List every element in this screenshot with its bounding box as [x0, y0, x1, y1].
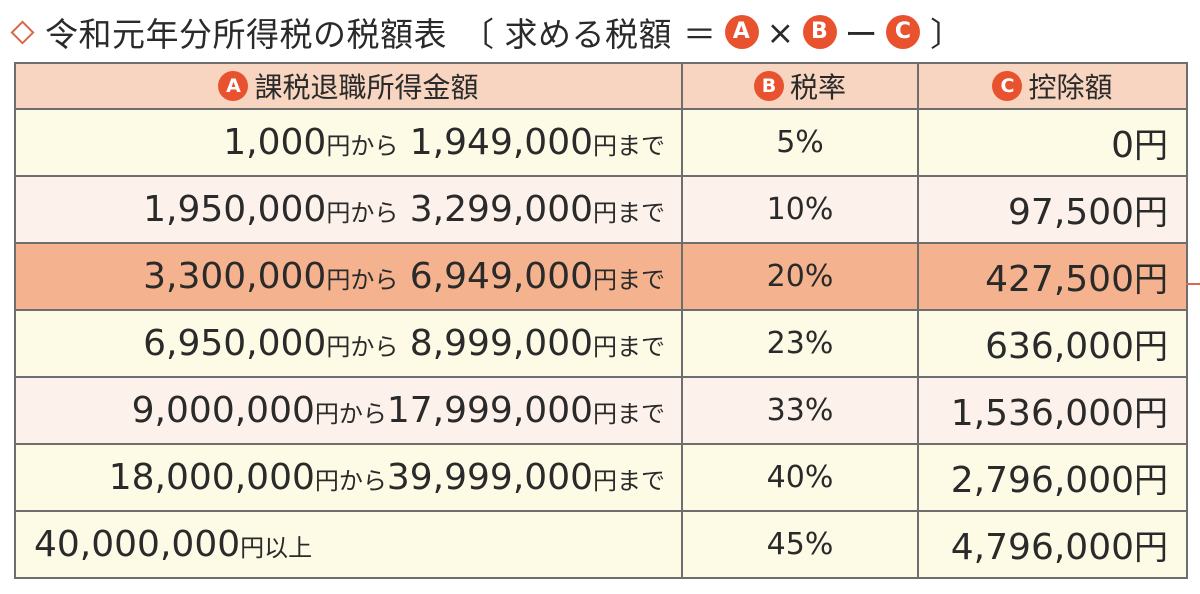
range-from: 18,000,000 — [108, 457, 315, 498]
minus-sign: ー — [844, 15, 879, 54]
deduction-cell: 2,796,000円 — [917, 443, 1188, 512]
range-from-unit: 円以上 — [240, 534, 313, 562]
income-range-cell: 1,950,000円から 3,299,000円まで — [14, 175, 683, 244]
range-to-unit: 円まで — [593, 132, 665, 160]
deduction-unit: 円 — [1134, 126, 1168, 166]
diamond-icon — [10, 19, 35, 45]
badge-c-icon: C — [992, 71, 1023, 102]
rate-cell: 33% — [681, 376, 919, 445]
badge-c-icon: C — [886, 15, 921, 49]
income-range-cell: 18,000,000円から39,999,000円まで — [14, 443, 683, 512]
range-from: 6,950,000 — [143, 323, 327, 364]
highlight-marker — [1186, 283, 1200, 285]
range-to: 1,949,000 — [409, 122, 593, 163]
deduction-cell: 1,536,000円 — [917, 376, 1188, 445]
deduction-value: 2,796,000 — [950, 460, 1134, 501]
range-from-unit: 円から — [326, 132, 399, 160]
table-row: 1,000円から 1,949,000円まで 5% 0円 — [14, 108, 1188, 177]
range-to: 17,999,000 — [386, 390, 593, 431]
bracket-open: 〔 — [461, 15, 495, 54]
deduction-cell: 4,796,000円 — [917, 510, 1188, 579]
range-to: 39,999,000 — [386, 457, 593, 498]
range-to-unit: 円まで — [593, 199, 665, 227]
deduction-value: 0 — [1111, 125, 1134, 166]
header-label: 課税退職所得金額 — [254, 71, 479, 105]
title-bar: 令和元年分所得税の税額表 〔 求める税額 ＝ A × B ー C 〕 — [8, 4, 974, 60]
range-from: 3,300,000 — [143, 256, 327, 297]
deduction-value: 97,500 — [1008, 192, 1134, 233]
tax-table: A 課税退職所得金額 B 税率 C 控除額 1,000円から 1,949,000… — [14, 62, 1188, 579]
deduction-unit: 円 — [1134, 394, 1168, 434]
deduction-value: 1,536,000 — [950, 393, 1134, 434]
deduction-cell: 97,500円 — [917, 175, 1188, 244]
range-from-unit: 円から — [314, 467, 387, 495]
table-row: 1,950,000円から 3,299,000円まで 10% 97,500円 — [14, 175, 1188, 244]
range-from-unit: 円から — [314, 400, 387, 428]
range-from: 9,000,000 — [131, 390, 315, 431]
income-range-cell: 9,000,000円から17,999,000円まで — [14, 376, 683, 445]
badge-a-icon: A — [724, 15, 759, 49]
rate-cell: 10% — [681, 175, 919, 244]
deduction-value: 636,000 — [985, 326, 1134, 367]
deduction-unit: 円 — [1134, 327, 1168, 367]
range-from-unit: 円から — [326, 199, 399, 227]
times-sign: × — [766, 12, 795, 52]
deduction-value: 427,500 — [985, 259, 1134, 300]
deduction-unit: 円 — [1134, 528, 1168, 568]
badge-b-icon: B — [753, 71, 784, 102]
income-range-cell: 6,950,000円から 8,999,000円まで — [14, 309, 683, 378]
range-to: 6,949,000 — [409, 256, 593, 297]
table-row: 18,000,000円から39,999,000円まで 40% 2,796,000… — [14, 443, 1188, 512]
range-from: 40,000,000 — [34, 524, 241, 565]
deduction-cell: 427,500円 — [917, 242, 1188, 311]
bracket-close: 〕 — [930, 15, 964, 54]
income-range-cell: 1,000円から 1,949,000円まで — [14, 108, 683, 177]
range-from: 1,000 — [223, 122, 327, 163]
table-header-row: A 課税退職所得金額 B 税率 C 控除額 — [14, 62, 1188, 110]
range-to: 3,299,000 — [409, 189, 593, 230]
range-from-unit: 円から — [326, 333, 399, 361]
deduction-unit: 円 — [1134, 461, 1168, 501]
header-deduction: C 控除額 — [917, 62, 1188, 110]
table-row-last: 40,000,000円以上 45% 4,796,000円 — [14, 510, 1188, 579]
range-to-unit: 円まで — [593, 400, 665, 428]
range-to-unit: 円まで — [593, 333, 665, 361]
deduction-unit: 円 — [1134, 193, 1168, 233]
header-label: 税率 — [789, 71, 846, 105]
range-from-unit: 円から — [326, 266, 399, 294]
deduction-value: 4,796,000 — [950, 527, 1134, 568]
range-to-unit: 円まで — [593, 467, 665, 495]
page-title: 令和元年分所得税の税額表 — [45, 15, 447, 54]
rate-cell: 40% — [681, 443, 919, 512]
rate-cell: 45% — [681, 510, 919, 579]
table-row: 9,000,000円から17,999,000円まで 33% 1,536,000円 — [14, 376, 1188, 445]
range-to: 8,999,000 — [409, 323, 593, 364]
deduction-cell: 636,000円 — [917, 309, 1188, 378]
range-to-unit: 円まで — [593, 266, 665, 294]
range-from: 1,950,000 — [143, 189, 327, 230]
table-row: 6,950,000円から 8,999,000円まで 23% 636,000円 — [14, 309, 1188, 378]
header-label: 控除額 — [1028, 71, 1113, 105]
income-range-cell: 3,300,000円から 6,949,000円まで — [14, 242, 683, 311]
badge-b-icon: B — [802, 15, 837, 49]
header-tax-rate: B 税率 — [681, 62, 919, 110]
deduction-cell: 0円 — [917, 108, 1188, 177]
badge-a-icon: A — [218, 71, 249, 102]
deduction-unit: 円 — [1134, 260, 1168, 300]
income-range-cell: 40,000,000円以上 — [14, 510, 683, 579]
rate-cell: 23% — [681, 309, 919, 378]
rate-cell: 20% — [681, 242, 919, 311]
rate-cell: 5% — [681, 108, 919, 177]
formula-label: 求める税額 ＝ — [504, 15, 717, 54]
header-taxable-income: A 課税退職所得金額 — [14, 62, 683, 110]
table-row-highlighted: 3,300,000円から 6,949,000円まで 20% 427,500円 — [14, 242, 1188, 311]
